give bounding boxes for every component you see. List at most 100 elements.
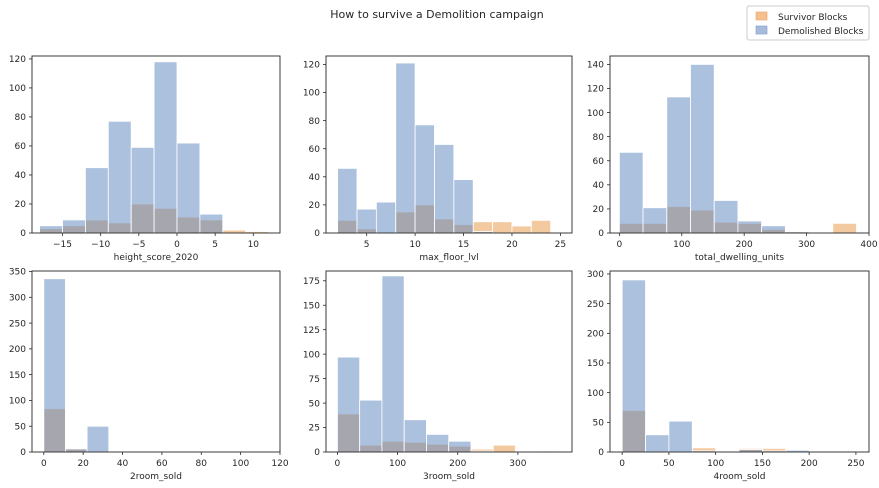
panel-6-xtick-label-1: 50 xyxy=(663,459,675,469)
panel-1-demolished-bar-6 xyxy=(176,142,201,233)
panel-3-ytick-label-0: 0 xyxy=(598,229,604,239)
panel-3-demolished-bar-3 xyxy=(690,64,715,233)
panel-6-demolished-bar-2 xyxy=(668,420,693,452)
panel-2-xtick-label-4: 25 xyxy=(555,240,566,250)
panel-6-xtick-label-2: 100 xyxy=(707,459,724,469)
panel-2-ytick-label-3: 60 xyxy=(309,145,321,155)
panel-2-ytick-label-2: 40 xyxy=(309,173,321,183)
legend-label-survivor: Survivor Blocks xyxy=(778,13,848,23)
panel-4-xtick-label-0: 0 xyxy=(41,459,47,469)
panel-2-demolished-bar-5 xyxy=(434,144,455,233)
panel-2: 5 10 15 20 25 0 20 40 60 80 100 120 max_floor_lvl xyxy=(303,55,573,263)
panel-5-xtick-label-2: 200 xyxy=(449,459,466,469)
panel-4-xtick-label-5: 100 xyxy=(232,459,249,469)
panel-1-bars xyxy=(39,61,269,233)
panel-3-ytick-label-5: 100 xyxy=(587,109,604,119)
panel-2-xtick-label-3: 20 xyxy=(506,240,518,250)
panel-6-ytick-label-6: 300 xyxy=(587,270,604,280)
panel-1-xlabel: height_score_2020 xyxy=(114,253,199,263)
panel-6-ytick-label-5: 250 xyxy=(587,300,604,310)
panel-1-xtick-label-1: −10 xyxy=(91,240,110,250)
panel-5: 0 100 200 300 0 25 50 75 100 125 150 175 3room_sold xyxy=(303,270,573,482)
panel-4-ytick-label-0: 0 xyxy=(20,448,26,458)
panel-3-survivor-bar-9 xyxy=(832,222,857,233)
panel-1-demolished-bar-0 xyxy=(39,225,63,233)
panel-3: 0 100 200 300 400 0 20 40 60 80 100 120 140 total_dwe… xyxy=(587,55,878,263)
panel-1-demolished-bar-2 xyxy=(85,167,109,233)
panel-4-ytick-label-1: 50 xyxy=(15,422,27,432)
panel-3-frame xyxy=(609,55,870,234)
panel-5-bars xyxy=(337,275,561,452)
panel-6-demolished-bar-0 xyxy=(621,279,646,452)
panel-3-demolished-bar-2 xyxy=(666,96,691,233)
panel-2-survivor-bar-8 xyxy=(492,221,513,233)
panel-2-ytick-label-5: 100 xyxy=(303,89,320,99)
panel-1-xtick-label-2: −5 xyxy=(132,240,145,250)
panel-6-xtick-label-0: 0 xyxy=(619,459,625,469)
panel-3-xtick-label-4: 400 xyxy=(860,240,877,250)
panel-2-bars xyxy=(337,62,552,233)
panel-4-demolished-bar-0 xyxy=(43,278,66,452)
panel-1-frame xyxy=(31,55,281,234)
panel-3-xtick-label-2: 200 xyxy=(736,240,753,250)
panel-3-xtick-label-1: 100 xyxy=(673,240,690,250)
panel-5-demolished-bar-4 xyxy=(426,433,450,452)
panel-4-ytick-label-6: 300 xyxy=(9,293,26,303)
panel-1-demolished-bar-1 xyxy=(62,219,86,233)
panel-3-demolished-bar-5 xyxy=(737,220,763,233)
panel-4: 0 20 40 60 80 100 120 0 50 100 150 200 250 300 350 2roo… xyxy=(9,268,289,482)
panel-4-xtick-label-1: 20 xyxy=(77,459,89,469)
panel-2-demolished-bar-2 xyxy=(375,201,397,233)
panel-3-xlabel: total_dwelling_units xyxy=(695,253,785,263)
panel-4-ytick-label-4: 200 xyxy=(9,345,26,355)
panel-1-xtick-label-5: 10 xyxy=(248,240,260,250)
panel-5-xlabel: 3room_sold xyxy=(423,472,475,482)
panel-5-ytick-label-1: 25 xyxy=(309,424,320,434)
panel-6-frame xyxy=(609,270,870,453)
legend-swatch-survivor xyxy=(755,11,768,21)
panel-5-demolished-bar-1 xyxy=(359,399,383,452)
panel-2-frame xyxy=(325,55,573,234)
panel-6-ytick-label-2: 100 xyxy=(587,389,604,399)
panel-3-demolished-bar-6 xyxy=(761,225,786,233)
panel-2-xtick-label-1: 10 xyxy=(409,240,421,250)
panel-5-demolished-bar-5 xyxy=(448,440,472,452)
panel-1-xtick-label-3: 0 xyxy=(174,240,180,250)
panel-5-demolished-bar-2 xyxy=(381,275,405,452)
panel-4-demolished-bar-2 xyxy=(86,425,110,452)
panel-4-xtick-label-4: 80 xyxy=(196,459,208,469)
panel-5-ytick-label-5: 125 xyxy=(303,326,320,336)
panel-5-ytick-label-3: 75 xyxy=(309,375,320,385)
panel-3-xtick-label-0: 0 xyxy=(616,240,622,250)
panel-4-ytick-label-5: 250 xyxy=(9,319,26,329)
panel-3-demolished-bar-1 xyxy=(642,207,668,233)
panel-6: 0 50 100 150 200 250 0 50 100 150 200 250 300 4room_s… xyxy=(587,270,870,482)
panel-5-xtick-label-3: 300 xyxy=(509,459,526,469)
panel-1-demolished-bar-7 xyxy=(199,213,224,233)
panel-3-ytick-label-3: 60 xyxy=(593,157,605,167)
legend-frame xyxy=(746,5,870,41)
panel-6-ytick-label-3: 150 xyxy=(587,359,604,369)
panel-4-xtick-label-6: 120 xyxy=(271,459,288,469)
panel-1-demolished-bar-5 xyxy=(153,61,178,233)
panel-6-xtick-label-4: 200 xyxy=(801,459,818,469)
legend-swatch-demolished xyxy=(755,25,768,35)
panel-3-ytick-label-2: 40 xyxy=(593,181,605,191)
panel-2-ytick-label-1: 20 xyxy=(309,201,321,211)
panel-3-ytick-label-1: 20 xyxy=(593,205,605,215)
panel-2-demolished-bar-7 xyxy=(472,231,493,233)
panel-4-xlabel: 2room_sold xyxy=(130,472,182,482)
panel-3-ytick-label-7: 140 xyxy=(587,61,604,71)
panel-4-ytick-label-7: 350 xyxy=(9,268,26,278)
panel-3-demolished-bar-0 xyxy=(618,151,644,233)
panel-1-demolished-bar-3 xyxy=(107,120,132,233)
panel-5-demolished-bar-0 xyxy=(337,356,361,452)
panel-5-ytick-label-2: 50 xyxy=(309,399,321,409)
panel-5-xtick-label-1: 100 xyxy=(389,459,406,469)
panel-4-frame xyxy=(31,270,281,453)
panel-3-ytick-label-6: 120 xyxy=(587,85,604,95)
histogram-panels: −15 −10 −5 0 5 10020406080100120height_score_… xyxy=(9,55,878,482)
panel-4-demolished-bar-1 xyxy=(65,448,88,452)
panel-1-ytick-label-4: 80 xyxy=(15,113,27,123)
